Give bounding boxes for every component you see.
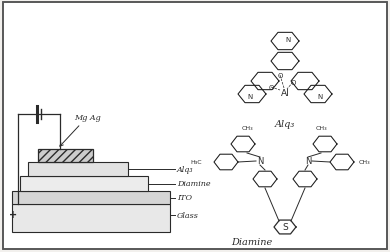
Text: N: N: [257, 157, 263, 166]
Text: Diamine: Diamine: [231, 237, 273, 246]
Bar: [12, 191, 170, 204]
Bar: [20, 176, 148, 191]
Text: Alq₃: Alq₃: [177, 165, 193, 173]
Text: O: O: [277, 73, 283, 79]
Bar: [38, 149, 93, 162]
Text: ITO: ITO: [177, 194, 192, 202]
Text: Glass: Glass: [177, 211, 199, 219]
Text: Mg Ag: Mg Ag: [60, 114, 101, 147]
Text: O: O: [268, 85, 274, 91]
Bar: [28, 162, 128, 176]
Text: N: N: [285, 37, 291, 43]
Text: N: N: [317, 94, 323, 100]
Text: N: N: [305, 157, 311, 166]
Bar: [12, 204, 170, 232]
Text: CH₃: CH₃: [315, 125, 327, 131]
Text: CH₃: CH₃: [241, 125, 253, 131]
Text: N: N: [247, 94, 253, 100]
Text: CH₃: CH₃: [359, 160, 370, 165]
Text: Alq₃: Alq₃: [275, 119, 295, 129]
Text: H₃C: H₃C: [190, 160, 202, 165]
Text: +: +: [9, 209, 17, 219]
Text: Diamine: Diamine: [177, 180, 211, 188]
Text: O: O: [290, 80, 296, 86]
Text: Al: Al: [281, 88, 289, 97]
Text: S: S: [282, 223, 288, 232]
